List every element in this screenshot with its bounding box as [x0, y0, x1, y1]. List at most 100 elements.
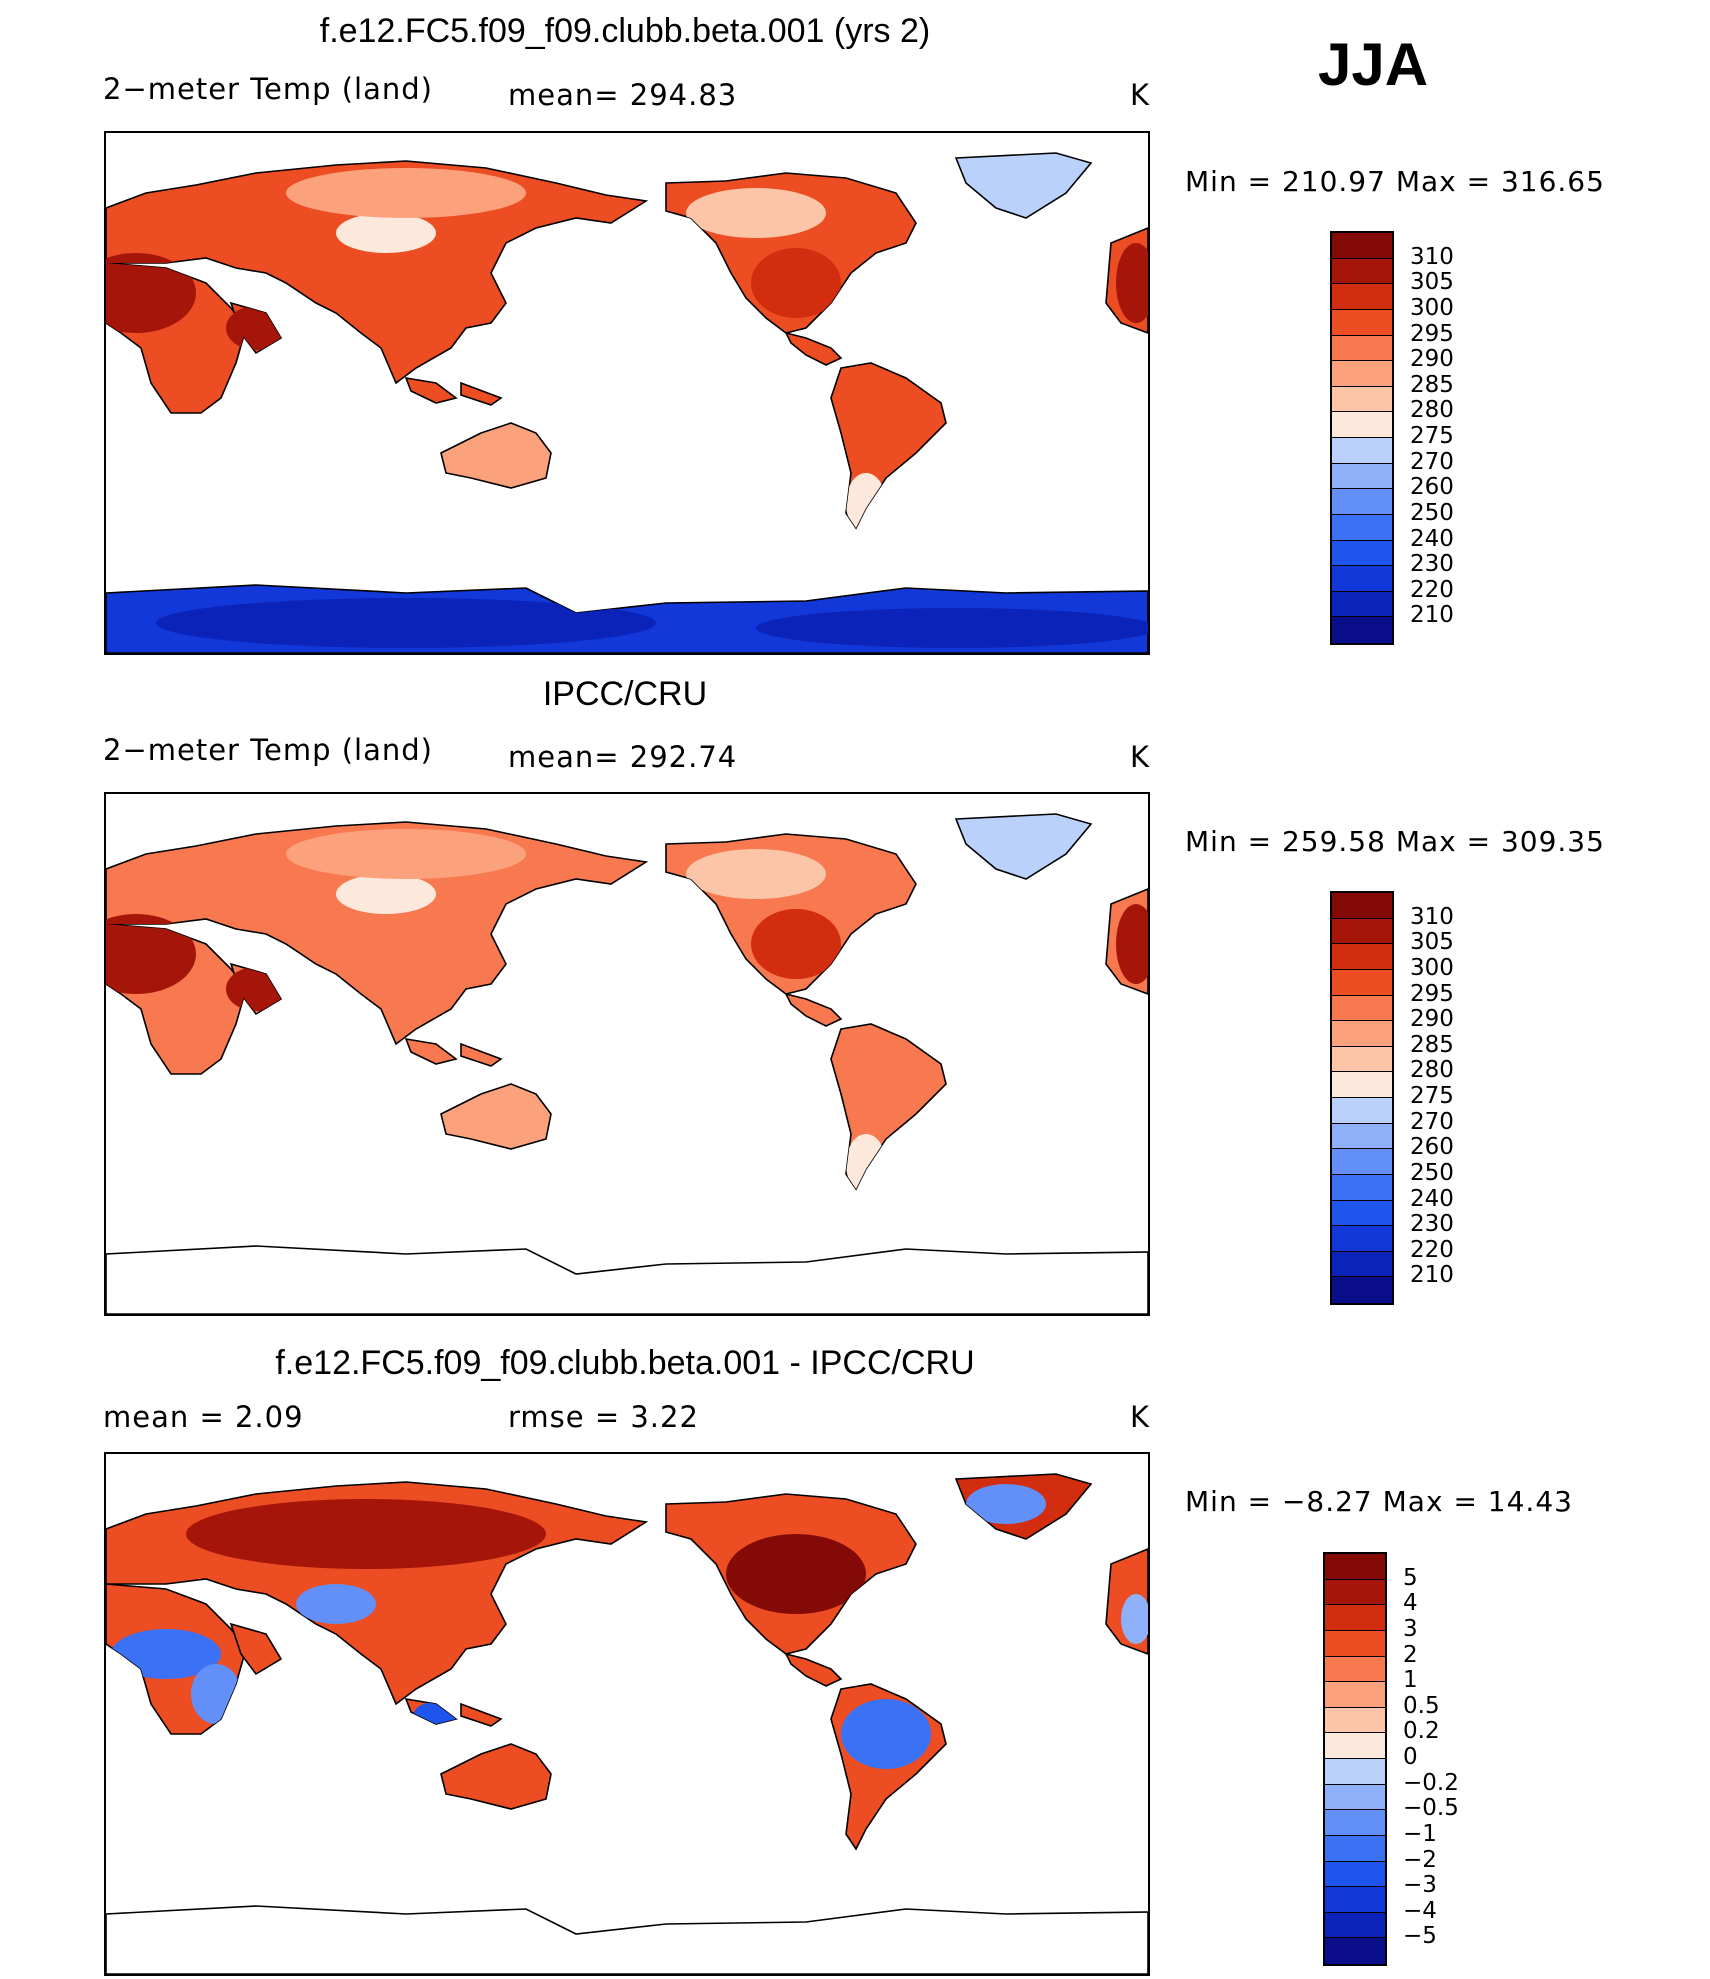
colorbar-swatch: [1332, 1226, 1392, 1252]
colorbar-tick-label: 310: [1410, 243, 1454, 270]
colorbar-swatch: [1332, 309, 1392, 336]
colorbar-tick-label: 0.5: [1403, 1692, 1440, 1719]
colorbar-swatch: [1325, 1733, 1385, 1759]
colorbar-swatch: [1332, 386, 1392, 413]
colorbar-tick-label: 280: [1410, 397, 1454, 424]
colorbar-swatch: [1332, 1072, 1392, 1098]
panel1-variable-label: 2−meter Temp (land): [103, 72, 433, 106]
panel3-minmax: Min = −8.27 Max = 14.43: [1185, 1485, 1573, 1518]
colorbar-swatch: [1332, 1098, 1392, 1124]
colorbar-swatch: [1332, 514, 1392, 541]
colorbar-swatch: [1332, 1277, 1392, 1303]
colorbar-tick-label: 290: [1410, 346, 1454, 373]
colorbar-tick-label: 290: [1410, 1006, 1454, 1033]
colorbar-swatch: [1332, 1251, 1392, 1278]
panel1-mean-label: mean= 294.83: [508, 78, 738, 112]
panel2-mean-label: mean= 292.74: [508, 740, 738, 774]
panel1-title: f.e12.FC5.f09_f09.clubb.beta.001 (yrs 2): [319, 12, 931, 50]
colorbar-tick-label: 3: [1403, 1615, 1418, 1642]
colorbar-swatch: [1332, 335, 1392, 362]
colorbar-tick-label: 2: [1403, 1641, 1418, 1668]
colorbar-tick-label: 0.2: [1403, 1718, 1440, 1745]
colorbar-swatch: [1332, 918, 1392, 945]
panel1-map-svg: [106, 152, 1148, 653]
colorbar-tick-label: −0.5: [1403, 1795, 1459, 1822]
colorbar-swatch: [1332, 1123, 1392, 1150]
panel3-units-label: K: [1130, 1400, 1151, 1434]
colorbar-swatch: [1325, 1605, 1385, 1631]
colorbar-tick-label: 0: [1403, 1744, 1418, 1770]
colorbar-tick-label: 240: [1410, 525, 1454, 552]
colorbar-swatch: [1332, 540, 1392, 567]
colorbar-tick-label: −5: [1403, 1923, 1437, 1950]
panel3-mean-label: mean = 2.09: [103, 1400, 304, 1434]
colorbar-tick-label: 1: [1403, 1667, 1418, 1694]
season-label: JJA: [1318, 31, 1429, 98]
colorbar-swatch: [1332, 1200, 1392, 1227]
colorbar-tick-label: 220: [1410, 576, 1454, 603]
panel2-title: IPCC/CRU: [542, 675, 708, 713]
colorbar-swatch: [1332, 893, 1392, 919]
colorbar-tick-label: −2: [1403, 1846, 1437, 1873]
colorbar-swatch: [1325, 1656, 1385, 1683]
panel2-map-svg: [106, 813, 1148, 1314]
colorbar-swatch: [1325, 1630, 1385, 1657]
colorbar-swatch: [1332, 591, 1392, 618]
colorbar-swatch: [1332, 258, 1392, 285]
colorbar-tick-label: 300: [1410, 294, 1454, 321]
panel1-minmax: Min = 210.97 Max = 316.65: [1185, 165, 1605, 198]
colorbar-swatch: [1332, 969, 1392, 996]
colorbar-swatch: [1332, 1149, 1392, 1175]
colorbar-tick-label: 285: [1410, 371, 1454, 398]
colorbar-tick-label: 275: [1410, 423, 1454, 449]
panel1-units-label: K: [1130, 78, 1151, 112]
panel2-units-label: K: [1130, 740, 1151, 774]
colorbar-swatch: [1332, 617, 1392, 643]
colorbar-swatch: [1325, 1579, 1385, 1606]
panel2-variable-label: 2−meter Temp (land): [103, 733, 433, 767]
colorbar-swatch: [1325, 1784, 1385, 1811]
colorbar-swatch: [1332, 463, 1392, 490]
colorbar-tick-label: 250: [1410, 1159, 1454, 1186]
colorbar-tick-label: 4: [1403, 1590, 1418, 1617]
colorbar-tick-label: 305: [1410, 929, 1454, 956]
colorbar-tick-label: 210: [1410, 1262, 1454, 1289]
colorbar-swatch: [1332, 1046, 1392, 1073]
colorbar-swatch: [1332, 1021, 1392, 1047]
colorbar-tick-label: 280: [1410, 1057, 1454, 1084]
colorbar-swatch: [1325, 1759, 1385, 1785]
colorbar-swatch: [1332, 438, 1392, 464]
colorbar-tick-label: 260: [1410, 1134, 1454, 1161]
colorbar-tick-label: 270: [1410, 1108, 1454, 1135]
colorbar-swatch: [1325, 1682, 1385, 1708]
panel3-map-svg: [106, 1473, 1148, 1974]
colorbar-swatch: [1325, 1861, 1385, 1888]
colorbar-swatch: [1332, 944, 1392, 970]
colorbar-swatch: [1325, 1938, 1385, 1964]
panel3-map: [104, 1452, 1150, 1976]
panel3-rmse-label: rmse = 3.22: [508, 1400, 699, 1434]
colorbar-tick-label: 295: [1410, 320, 1454, 347]
panel3-colorbar: [1323, 1552, 1387, 1966]
colorbar-tick-label: 285: [1410, 1031, 1454, 1058]
colorbar-tick-label: 5: [1403, 1564, 1418, 1591]
colorbar-tick-label: −3: [1403, 1872, 1437, 1899]
colorbar-tick-label: 260: [1410, 474, 1454, 501]
panel2-minmax: Min = 259.58 Max = 309.35: [1185, 825, 1605, 858]
colorbar-swatch: [1332, 361, 1392, 387]
colorbar-tick-label: 230: [1410, 551, 1454, 578]
panel2-colorbar: [1330, 891, 1394, 1305]
colorbar-tick-label: 250: [1410, 499, 1454, 526]
colorbar-swatch: [1325, 1887, 1385, 1913]
colorbar-tick-label: 275: [1410, 1083, 1454, 1109]
colorbar-swatch: [1325, 1707, 1385, 1734]
colorbar-tick-label: −4: [1403, 1897, 1437, 1924]
colorbar-swatch: [1325, 1912, 1385, 1939]
colorbar-tick-label: 305: [1410, 269, 1454, 296]
panel2-map: [104, 792, 1150, 1316]
colorbar-swatch: [1325, 1835, 1385, 1862]
colorbar-swatch: [1332, 233, 1392, 259]
colorbar-swatch: [1325, 1810, 1385, 1836]
colorbar-swatch: [1332, 995, 1392, 1022]
colorbar-swatch: [1332, 1174, 1392, 1201]
